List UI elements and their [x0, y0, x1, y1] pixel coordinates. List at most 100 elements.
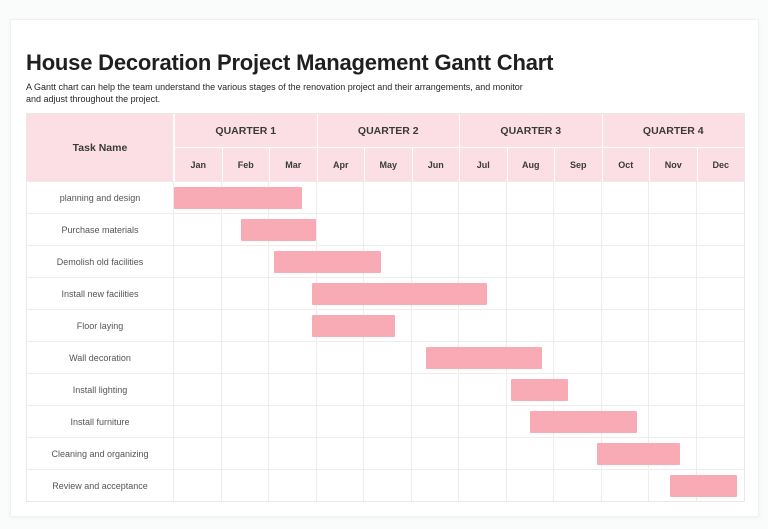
grid-cell	[554, 182, 602, 213]
grid-cell	[602, 278, 649, 309]
task-row: Wall decoration	[27, 341, 744, 373]
grid-cell	[459, 470, 507, 501]
grid-cell	[317, 438, 364, 469]
grid-cell	[697, 438, 745, 469]
grid-cell	[507, 438, 554, 469]
grid-cell	[269, 182, 317, 213]
grid-cell	[649, 278, 697, 309]
month-header-feb: Feb	[221, 147, 269, 181]
grid-cell	[317, 342, 364, 373]
grid-cell	[554, 342, 602, 373]
task-label: Review and acceptance	[27, 470, 174, 501]
grid-cell	[364, 214, 412, 245]
grid-cell	[364, 246, 412, 277]
grid-cell	[697, 310, 745, 341]
grid-cell	[697, 374, 745, 405]
task-row-chart-area	[174, 246, 744, 277]
gantt-card: House Decoration Project Management Gant…	[10, 19, 759, 517]
grid-cell	[269, 342, 317, 373]
grid-cell	[602, 342, 649, 373]
grid-cell	[602, 406, 649, 437]
task-row: Install lighting	[27, 373, 744, 405]
quarter-2-header: QUARTER 2	[316, 114, 460, 147]
task-row-chart-area	[174, 470, 744, 501]
month-header-jan: Jan	[174, 147, 222, 181]
grid-cell	[174, 310, 222, 341]
grid-cell	[269, 374, 317, 405]
grid-cell	[412, 438, 459, 469]
gantt-bar	[174, 187, 303, 209]
grid-cell	[649, 182, 697, 213]
grid-cell	[364, 374, 412, 405]
grid-cell	[412, 406, 459, 437]
grid-cell	[602, 214, 649, 245]
grid-cell	[507, 342, 554, 373]
grid-cell	[317, 214, 364, 245]
grid-cell	[174, 438, 222, 469]
grid-cell	[174, 214, 222, 245]
grid-cell	[459, 182, 507, 213]
task-row: planning and design	[27, 181, 744, 213]
quarter-1-header: QUARTER 1	[174, 114, 317, 147]
grid-cell	[459, 406, 507, 437]
grid-cell	[222, 470, 269, 501]
grid-cell	[459, 246, 507, 277]
task-row-chart-area	[174, 214, 744, 245]
task-label: Wall decoration	[27, 342, 174, 373]
grid-cell	[222, 278, 269, 309]
gantt-bar	[530, 411, 638, 433]
grid-cell	[269, 438, 317, 469]
task-label: Floor laying	[27, 310, 174, 341]
grid-cell	[174, 278, 222, 309]
month-header-aug: Aug	[506, 147, 554, 181]
grid-cell	[554, 438, 602, 469]
month-header-nov: Nov	[649, 147, 697, 181]
task-row: Purchase materials	[27, 213, 744, 245]
grid-cell	[364, 406, 412, 437]
grid-cell	[364, 182, 412, 213]
gantt-bar	[670, 475, 737, 497]
task-row-chart-area	[174, 374, 744, 405]
task-row-chart-area	[174, 310, 744, 341]
grid-cell	[222, 342, 269, 373]
grid-cell	[602, 182, 649, 213]
grid-cell	[412, 470, 459, 501]
grid-cell	[222, 406, 269, 437]
subtitle-line-1: A Gantt chart can help the team understa…	[26, 82, 523, 92]
grid-cell	[649, 342, 697, 373]
grid-cell	[507, 214, 554, 245]
grid-cell	[269, 278, 317, 309]
gantt-bar	[240, 219, 317, 241]
gantt-bar	[511, 379, 569, 401]
grid-cell	[507, 182, 554, 213]
task-row-chart-area	[174, 438, 744, 469]
grid-cell	[554, 214, 602, 245]
grid-cell	[364, 342, 412, 373]
grid-cell	[697, 278, 745, 309]
month-header-jul: Jul	[459, 147, 507, 181]
task-row: Floor laying	[27, 309, 744, 341]
quarter-4-header: QUARTER 4	[601, 114, 745, 147]
grid-cell	[412, 310, 459, 341]
grid-cell	[364, 310, 412, 341]
task-label: Cleaning and organizing	[27, 438, 174, 469]
grid-cell	[459, 278, 507, 309]
grid-cell	[649, 214, 697, 245]
grid-cell	[222, 246, 269, 277]
grid-cell	[412, 246, 459, 277]
grid-cell	[174, 342, 222, 373]
gantt-table: Task Name QUARTER 1 QUARTER 2 QUARTER 3 QUA…	[26, 113, 745, 502]
gantt-bar	[273, 251, 381, 273]
grid-cell	[507, 470, 554, 501]
month-header-dec: Dec	[696, 147, 744, 181]
quarter-3-header: QUARTER 3	[459, 114, 602, 147]
grid-cell	[412, 374, 459, 405]
page-title: House Decoration Project Management Gant…	[26, 50, 554, 75]
grid-cell	[602, 374, 649, 405]
grid-cell	[269, 470, 317, 501]
grid-cell	[602, 470, 649, 501]
grid-cell	[317, 182, 364, 213]
task-label: Install new facilities	[27, 278, 174, 309]
gantt-header: Task Name QUARTER 1 QUARTER 2 QUARTER 3 QUA…	[27, 114, 744, 181]
grid-cell	[507, 246, 554, 277]
